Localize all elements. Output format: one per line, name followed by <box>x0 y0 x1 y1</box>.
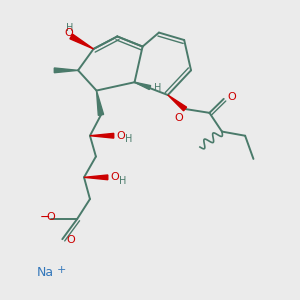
Text: H: H <box>119 176 127 186</box>
Text: O: O <box>227 92 236 102</box>
Text: H: H <box>154 82 161 93</box>
Text: O: O <box>66 235 75 245</box>
Polygon shape <box>90 134 114 138</box>
Text: H: H <box>66 23 74 33</box>
Polygon shape <box>134 82 151 89</box>
Text: O: O <box>117 131 125 141</box>
Text: +: + <box>56 266 66 275</box>
Text: O: O <box>175 112 184 123</box>
Text: −: − <box>40 211 50 224</box>
Polygon shape <box>70 34 94 49</box>
Text: H: H <box>125 134 132 144</box>
Text: Na: Na <box>37 266 54 279</box>
Text: O: O <box>46 212 55 223</box>
Text: O: O <box>111 172 119 182</box>
Polygon shape <box>168 95 187 111</box>
Polygon shape <box>97 91 104 116</box>
Polygon shape <box>54 68 78 73</box>
Polygon shape <box>84 175 108 180</box>
Text: O: O <box>64 28 73 38</box>
